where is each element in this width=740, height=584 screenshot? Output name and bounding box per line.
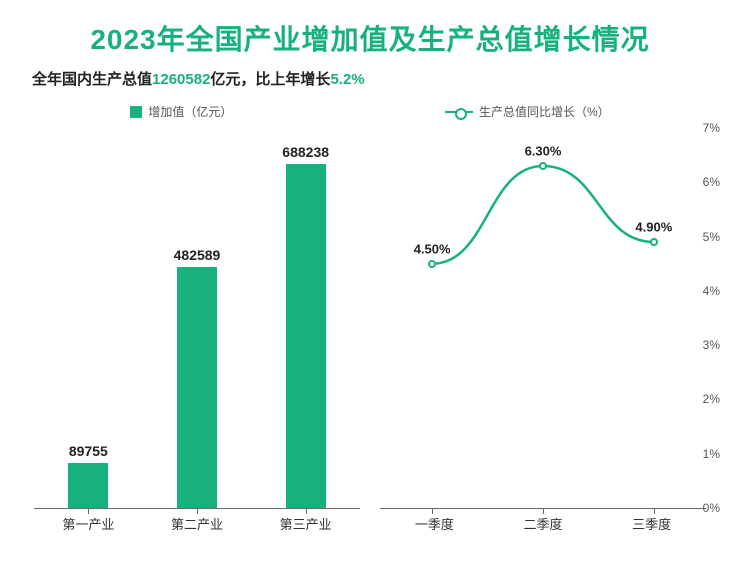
subtitle-part: 5.2% [330,71,364,88]
line-plot: 4.50% 6.30% 4.90% [380,128,706,508]
y-tick-label: 7% [703,121,720,135]
legend-square-icon [130,106,142,118]
bar-chart: 89755 482589 688238 第一产业第二产业第三产业 [24,128,370,568]
subtitle-part: 全年国内生产总值 [32,71,152,88]
y-tick-label: 4% [703,284,720,298]
y-tick-label: 5% [703,230,720,244]
line-path [432,166,654,264]
bar [286,164,326,508]
bar-value-label: 482589 [143,247,252,263]
line-x-label: 二季度 [489,508,598,536]
y-tick-label: 6% [703,175,720,189]
bar-slot: 482589 [143,128,252,508]
line-x-label: 一季度 [380,508,489,536]
chart-title: 2023年全国产业增加值及生产总值增长情况 [24,18,716,58]
line-marker [539,162,547,170]
bar-slot: 688238 [251,128,360,508]
line-x-axis: 一季度二季度三季度 [380,508,706,536]
bar-x-label: 第三产业 [251,508,360,536]
subtitle-part: 1260582 [152,71,210,88]
bar-value-label: 89755 [34,443,143,459]
chart-subtitle: 全年国内生产总值1260582亿元，比上年增长5.2% [24,68,716,89]
line-value-label: 4.50% [414,241,451,256]
bar [68,463,108,508]
bar [177,267,217,508]
line-value-label: 4.90% [635,220,672,235]
bar-plot: 89755 482589 688238 [34,128,360,508]
legend-bar-label: 增加值（亿元） [148,103,232,120]
y-tick-label: 1% [703,447,720,461]
subtitle-part: 亿元，比上年增长 [210,71,330,88]
line-marker [650,238,658,246]
line-y-axis: 0%1%2%3%4%5%6%7% [690,128,720,508]
line-chart: 4.50%6.30%4.90% 0%1%2%3%4%5%6%7% 一季度二季度三… [370,128,716,568]
bar-value-label: 688238 [251,144,360,160]
charts-area: 89755 482589 688238 第一产业第二产业第三产业 4.50% 6.30… [24,128,716,568]
legend-row: 增加值（亿元） 生产总值同比增长（%） [24,103,716,120]
line-x-label: 三季度 [597,508,706,536]
y-tick-label: 2% [703,392,720,406]
line-svg [380,128,706,508]
bar-x-label: 第二产业 [143,508,252,536]
legend-bar: 增加值（亿元） [130,103,232,120]
legend-line: 生产总值同比增长（%） [445,103,610,120]
bar-slot: 89755 [34,128,143,508]
chart-container: 2023年全国产业增加值及生产总值增长情况 全年国内生产总值1260582亿元，… [0,0,740,584]
bar-x-axis: 第一产业第二产业第三产业 [34,508,360,536]
line-marker [428,260,436,268]
bar-x-label: 第一产业 [34,508,143,536]
y-tick-label: 3% [703,338,720,352]
line-value-label: 6.30% [525,144,562,159]
legend-line-icon [445,107,473,117]
legend-line-label: 生产总值同比增长（%） [479,103,610,120]
